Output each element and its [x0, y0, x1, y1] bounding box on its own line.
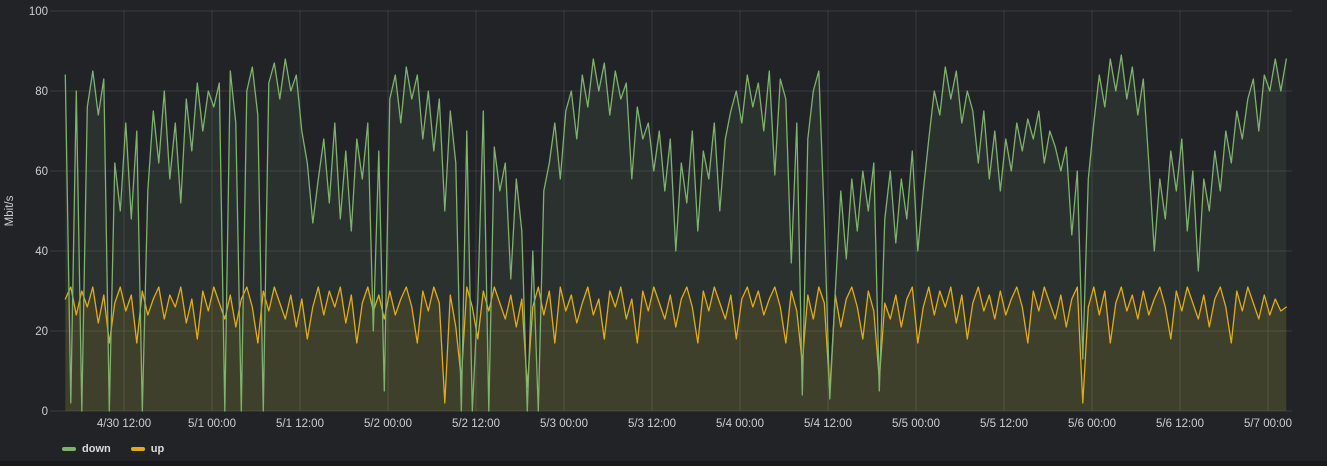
- x-tick-label: 5/2 12:00: [452, 418, 500, 430]
- down-series-line: [64, 54, 1287, 412]
- up-series-area: [65, 287, 1287, 411]
- legend-item-up[interactable]: up: [130, 443, 165, 455]
- y-tick-label: 100: [29, 6, 48, 18]
- legend-item-up-label: up: [150, 443, 165, 455]
- legend-item-down-label: down: [82, 443, 111, 455]
- y-tick-label: 20: [35, 326, 48, 338]
- x-tick-label: 5/5 12:00: [980, 418, 1028, 430]
- down-series-area: [65, 55, 1287, 411]
- x-tick-label: 4/30 12:00: [97, 418, 151, 430]
- x-tick-label: 5/4 12:00: [804, 418, 852, 430]
- up-series-swatch-icon: [130, 447, 145, 451]
- y-tick-label: 40: [35, 246, 48, 258]
- x-tick-label: 5/1 12:00: [276, 418, 324, 430]
- x-tick-label: 5/7 00:00: [1244, 418, 1292, 430]
- x-tick-label: 5/5 00:00: [892, 418, 940, 430]
- x-tick-label: 5/3 12:00: [628, 418, 676, 430]
- grid-layer: 0 20 40 60 80 100 4/30 12:00 5/1 00:00 5/1 12:00…: [29, 6, 1292, 430]
- y-tick-label: 80: [35, 86, 48, 98]
- y-tick-label: 0: [42, 406, 48, 418]
- x-tick-label: 5/3 00:00: [540, 418, 588, 430]
- x-tick-label: 5/6 12:00: [1156, 418, 1204, 430]
- y-axis-title: Mbit/s: [4, 195, 16, 226]
- down-series-swatch-icon: [62, 447, 76, 451]
- legend-item-down[interactable]: down: [62, 443, 111, 455]
- y-tick-label: 60: [35, 166, 48, 178]
- x-tick-label: 5/1 00:00: [188, 418, 236, 430]
- x-tick-label: 5/4 00:00: [716, 418, 764, 430]
- x-tick-label: 5/2 00:00: [364, 418, 412, 430]
- chart-legend: down up: [62, 443, 164, 455]
- x-tick-label: 5/6 00:00: [1068, 418, 1116, 430]
- up-series-line: [64, 286, 1287, 404]
- panel-bottom-edge: [0, 461, 1327, 466]
